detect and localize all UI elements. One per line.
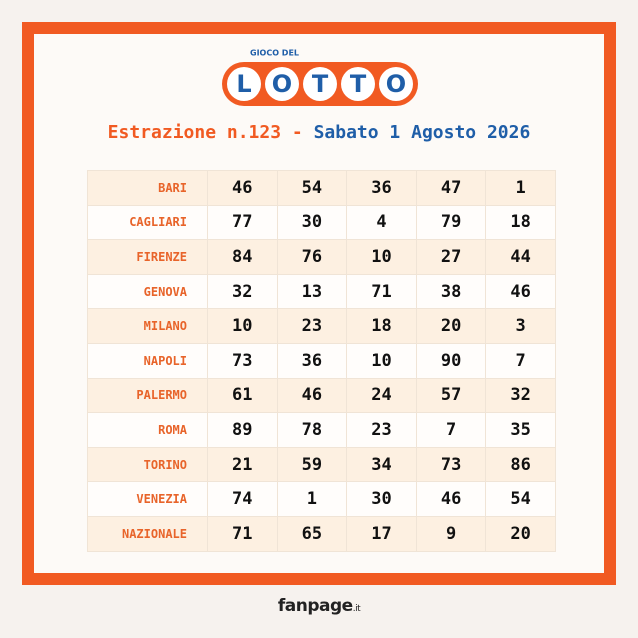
title: Estrazione n.123 - Sabato 1 Agosto 2026 [0, 122, 638, 143]
drawn-number: 90 [415, 342, 487, 379]
city-name: BARI [87, 170, 208, 206]
table-row: MILANO 10 23 18 20 3 [87, 308, 556, 344]
table-row: ROMA 89 78 23 7 35 [87, 412, 556, 448]
drawn-number: 10 [346, 239, 417, 275]
drawn-number: 23 [276, 308, 348, 344]
drawn-number: 59 [276, 446, 348, 483]
title-date: Sabato 1 Agosto 2026 [313, 122, 531, 143]
drawn-number: 89 [207, 412, 278, 448]
drawn-number: 71 [346, 273, 417, 310]
drawn-number: 77 [207, 204, 278, 241]
drawn-number: 65 [276, 515, 348, 552]
table-row: FIRENZE 84 76 10 27 44 [87, 239, 556, 275]
drawn-number: 4 [346, 204, 417, 241]
drawn-number: 38 [415, 273, 487, 310]
drawn-number: 24 [346, 377, 417, 414]
logo-letter: O [272, 70, 292, 98]
city-name: NAZIONALE [87, 515, 208, 552]
logo-letter: O [386, 70, 406, 98]
drawn-number: 32 [485, 377, 556, 414]
drawn-number: 13 [276, 273, 348, 310]
brand: fanpage [277, 596, 353, 616]
drawn-number: 79 [415, 204, 487, 241]
drawn-number: 36 [346, 170, 417, 206]
footer: fanpage.it [0, 596, 638, 616]
table-row: NAPOLI 73 36 10 90 7 [87, 342, 556, 379]
drawn-number: 44 [485, 239, 556, 275]
drawn-number: 21 [207, 446, 278, 483]
logo-circle [303, 67, 337, 101]
logo-circle [227, 67, 261, 101]
drawn-number: 34 [346, 446, 417, 483]
logo-circle [379, 67, 413, 101]
city-name: VENEZIA [87, 481, 208, 517]
drawn-number: 23 [346, 412, 417, 448]
city-name: NAPOLI [87, 342, 208, 379]
drawn-number: 46 [276, 377, 348, 414]
drawn-number: 27 [415, 239, 487, 275]
drawn-number: 20 [415, 308, 487, 344]
table-row: BARI 46 54 36 47 1 [87, 170, 556, 206]
city-name: MILANO [87, 308, 208, 344]
drawn-number: 73 [207, 342, 278, 379]
drawn-number: 30 [346, 481, 417, 517]
drawn-number: 17 [346, 515, 417, 552]
drawn-number: 54 [485, 481, 556, 517]
logo-circle [265, 67, 299, 101]
drawn-number: 46 [485, 273, 556, 310]
logo-top: GIOCO DEL [250, 49, 299, 58]
city-name: TORINO [87, 446, 208, 483]
drawn-number: 57 [415, 377, 487, 414]
drawn-number: 10 [207, 308, 278, 344]
drawn-number: 61 [207, 377, 278, 414]
drawn-number: 18 [346, 308, 417, 344]
logo-circle [341, 67, 375, 101]
drawn-number: 7 [485, 342, 556, 379]
drawn-number: 35 [485, 412, 556, 448]
drawn-number: 46 [415, 481, 487, 517]
drawn-number: 1 [276, 481, 348, 517]
drawn-number: 10 [346, 342, 417, 379]
drawn-number: 54 [276, 170, 348, 206]
drawn-number: 46 [207, 170, 278, 206]
drawn-number: 20 [485, 515, 556, 552]
city-name: FIRENZE [87, 239, 208, 275]
drawn-number: 3 [485, 308, 556, 344]
city-name: GENOVA [87, 273, 208, 310]
drawn-number: 84 [207, 239, 278, 275]
drawn-number: 9 [415, 515, 487, 552]
drawn-number: 32 [207, 273, 278, 310]
table-row: PALERMO 61 46 24 57 32 [87, 377, 556, 414]
drawn-number: 76 [276, 239, 348, 275]
drawn-number: 78 [276, 412, 348, 448]
title-text: Estrazione n.123 - [107, 122, 314, 143]
table-row: VENEZIA 74 1 30 46 54 [87, 481, 556, 517]
logo-letter: T [350, 70, 367, 98]
city-name: CAGLIARI [87, 204, 208, 241]
city-name: ROMA [87, 412, 208, 448]
drawn-number: 47 [415, 170, 487, 206]
drawn-number: 18 [485, 204, 556, 241]
drawn-number: 73 [415, 446, 487, 483]
logo-letter: T [312, 70, 329, 98]
drawn-number: 1 [485, 170, 556, 206]
drawn-number: 7 [415, 412, 487, 448]
brand-suffix: .it [352, 604, 361, 614]
drawn-number: 86 [485, 446, 556, 483]
drawn-number: 30 [276, 204, 348, 241]
drawn-number: 71 [207, 515, 278, 552]
drawn-number: 74 [207, 481, 278, 517]
table-row: CAGLIARI 77 30 4 79 18 [87, 204, 556, 241]
logo-letter: L [236, 70, 251, 98]
city-name: PALERMO [87, 377, 208, 414]
table-row: TORINO 21 59 34 73 86 [87, 446, 556, 483]
table-row: NAZIONALE 71 65 17 9 20 [87, 515, 556, 552]
drawn-number: 36 [276, 342, 348, 379]
table-row: GENOVA 32 13 71 38 46 [87, 273, 556, 310]
results-table: BARI 46 54 36 47 1 CAGLIARI 77 30 4 79 18 FIRENZE 84 7… [87, 170, 556, 552]
